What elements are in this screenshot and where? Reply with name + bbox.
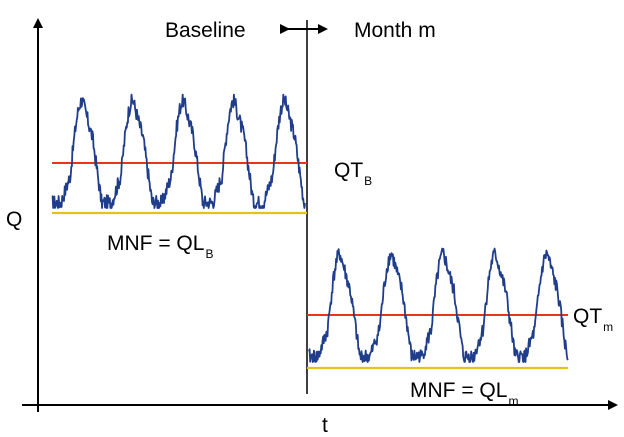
x-axis-label: t (322, 414, 328, 437)
month-label: Month m (354, 19, 436, 42)
mnf-baseline-label: MNF = QLB (107, 232, 213, 261)
flow-curve-month (308, 247, 569, 363)
flow-curve-baseline (51, 93, 306, 209)
baseline-label: Baseline (165, 19, 246, 42)
mnf-month-label: MNF = QLm (410, 379, 518, 408)
qt-month-label: QTm (573, 305, 613, 334)
qt-baseline-label: QTB (334, 159, 372, 188)
y-axis-label: Q (6, 208, 22, 231)
